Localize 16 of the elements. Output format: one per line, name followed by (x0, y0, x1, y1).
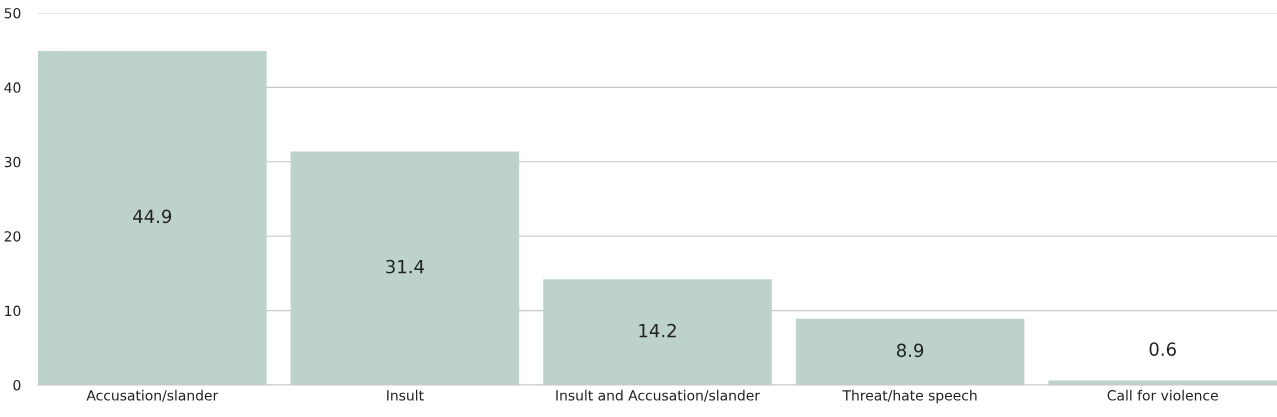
y-tick-label: 10 (5, 305, 21, 317)
x-tick-label: Insult (387, 389, 424, 401)
data-label: 14.2 (639, 323, 676, 338)
y-tick-label: 20 (4, 231, 21, 242)
x-tick-label: Threat/hate speech (842, 389, 977, 404)
y-tick-label: 50 (4, 7, 21, 19)
y-tick-label: 0 (13, 379, 21, 391)
y-tick-label: 30 (4, 156, 21, 168)
x-tick-label: Call for violence (1107, 389, 1218, 401)
data-label: 44.9 (133, 209, 172, 224)
x-tick-label: Accusation/slander (86, 389, 219, 402)
data-label: 31.4 (386, 259, 424, 274)
data-label: 0.6 (1149, 342, 1176, 357)
data-label: 8.9 (896, 343, 924, 358)
x-tick-label: Insult and Accusation/slander (556, 389, 761, 402)
y-tick-label: 40 (4, 82, 21, 93)
